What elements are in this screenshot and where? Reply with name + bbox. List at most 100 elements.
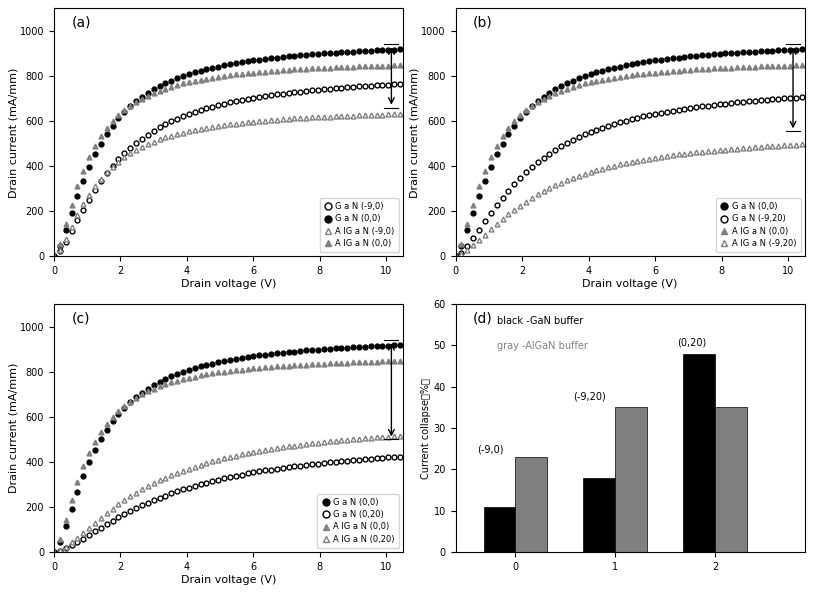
G a N (0,0)	[562, 80, 572, 87]
A lG a N (-9,0)	[149, 138, 159, 145]
A lG a N (0,0)	[395, 358, 405, 365]
G a N (0,0)	[667, 55, 677, 62]
G a N (0,0)	[510, 122, 520, 129]
A lG a N (0,0)	[160, 381, 170, 388]
G a N (-9,20)	[562, 139, 572, 146]
Y-axis label: Current collapse（%）: Current collapse（%）	[420, 378, 431, 479]
A lG a N (0,0)	[568, 83, 578, 90]
A lG a N (0,0)	[108, 118, 118, 125]
Bar	[615, 407, 647, 552]
Line: A lG a N (0,0): A lG a N (0,0)	[51, 63, 402, 259]
G a N (0,0)	[266, 55, 276, 62]
Text: (d): (d)	[473, 311, 493, 326]
Text: (-9,0): (-9,0)	[477, 445, 504, 455]
Legend: G a N (0,0), G a N (0,20), A lG a N (0,0), A lG a N (0,20): G a N (0,0), G a N (0,20), A lG a N (0,0…	[317, 493, 399, 548]
A lG a N (0,0)	[149, 385, 159, 393]
G a N (0,0)	[160, 375, 170, 382]
G a N (0,20)	[395, 453, 405, 460]
G a N (0,20)	[108, 517, 118, 524]
Line: G a N (-9,0): G a N (-9,0)	[51, 82, 402, 259]
G a N (0,0)	[167, 77, 176, 84]
G a N (0,0)	[149, 86, 159, 93]
G a N (-9,0)	[137, 135, 147, 142]
G a N (-9,0)	[149, 127, 159, 135]
A lG a N (0,0)	[667, 68, 677, 75]
Line: A lG a N (0,0): A lG a N (0,0)	[51, 359, 402, 554]
A lG a N (0,20)	[137, 486, 147, 493]
G a N (0,0)	[568, 77, 578, 84]
A lG a N (0,0)	[167, 379, 176, 386]
A lG a N (-9,20)	[562, 177, 572, 184]
Line: A lG a N (0,0): A lG a N (0,0)	[453, 63, 804, 259]
Line: G a N (0,20): G a N (0,20)	[51, 454, 402, 554]
A lG a N (0,0)	[49, 549, 59, 556]
A lG a N (0,20)	[160, 474, 170, 482]
A lG a N (-9,0)	[167, 132, 176, 139]
Line: A lG a N (-9,0): A lG a N (-9,0)	[51, 111, 402, 259]
Line: G a N (0,0): G a N (0,0)	[51, 47, 402, 259]
A lG a N (0,0)	[562, 85, 572, 92]
Y-axis label: Drain current (mA/mm): Drain current (mA/mm)	[410, 67, 420, 197]
G a N (0,0)	[137, 93, 147, 100]
G a N (0,0)	[395, 342, 405, 349]
A lG a N (0,0)	[137, 95, 147, 102]
A lG a N (0,20)	[149, 480, 159, 487]
A lG a N (0,0)	[539, 95, 549, 102]
G a N (0,20)	[167, 490, 176, 497]
Bar	[583, 478, 615, 552]
G a N (-9,0)	[395, 81, 405, 88]
Line: G a N (0,0): G a N (0,0)	[453, 47, 804, 259]
Y-axis label: Drain current (mA/mm): Drain current (mA/mm)	[8, 363, 19, 493]
A lG a N (0,20)	[395, 432, 405, 439]
A lG a N (-9,20)	[797, 141, 806, 148]
G a N (0,0)	[797, 46, 806, 53]
A lG a N (0,0)	[149, 90, 159, 97]
G a N (0,0)	[160, 80, 170, 87]
Bar	[683, 353, 715, 552]
Legend: G a N (0,0), G a N (-9,20), A lG a N (0,0), A lG a N (-9,20): G a N (0,0), G a N (-9,20), A lG a N (0,…	[716, 198, 801, 252]
Line: A lG a N (0,20): A lG a N (0,20)	[51, 433, 402, 554]
Text: (c): (c)	[72, 311, 90, 326]
X-axis label: Drain voltage (V): Drain voltage (V)	[582, 279, 678, 289]
Line: G a N (-9,20): G a N (-9,20)	[453, 95, 804, 259]
Bar	[715, 407, 747, 552]
A lG a N (-9,0)	[108, 163, 118, 170]
A lG a N (0,0)	[108, 413, 118, 420]
G a N (-9,20)	[539, 154, 549, 161]
G a N (-9,0)	[167, 118, 176, 125]
G a N (0,0)	[450, 253, 460, 260]
G a N (0,0)	[550, 86, 560, 93]
X-axis label: Drain voltage (V): Drain voltage (V)	[180, 575, 276, 585]
G a N (0,0)	[167, 373, 176, 380]
G a N (-9,0)	[49, 253, 59, 260]
Line: A lG a N (-9,20): A lG a N (-9,20)	[453, 142, 804, 259]
A lG a N (0,0)	[137, 391, 147, 398]
G a N (0,0)	[49, 549, 59, 556]
A lG a N (0,20)	[108, 505, 118, 512]
A lG a N (-9,0)	[137, 144, 147, 151]
Text: (0,20): (0,20)	[677, 337, 706, 347]
A lG a N (-9,20)	[667, 152, 677, 159]
X-axis label: Drain voltage (V): Drain voltage (V)	[180, 279, 276, 289]
G a N (-9,20)	[667, 107, 677, 114]
A lG a N (-9,0)	[266, 117, 276, 124]
G a N (0,0)	[149, 381, 159, 388]
A lG a N (-9,0)	[395, 110, 405, 117]
A lG a N (-9,20)	[568, 174, 578, 181]
A lG a N (0,0)	[395, 62, 405, 69]
Y-axis label: Drain current (mA/mm): Drain current (mA/mm)	[8, 67, 19, 197]
G a N (0,0)	[108, 418, 118, 425]
A lG a N (0,0)	[167, 83, 176, 90]
A lG a N (-9,20)	[539, 187, 549, 195]
A lG a N (-9,0)	[49, 253, 59, 260]
A lG a N (0,0)	[49, 253, 59, 260]
A lG a N (0,0)	[160, 85, 170, 92]
Bar	[484, 506, 515, 552]
G a N (0,0)	[266, 350, 276, 358]
Bar	[515, 457, 547, 552]
G a N (-9,0)	[108, 162, 118, 170]
G a N (0,0)	[49, 253, 59, 260]
G a N (-9,20)	[568, 136, 578, 144]
G a N (-9,0)	[160, 121, 170, 128]
A lG a N (0,0)	[797, 62, 806, 69]
